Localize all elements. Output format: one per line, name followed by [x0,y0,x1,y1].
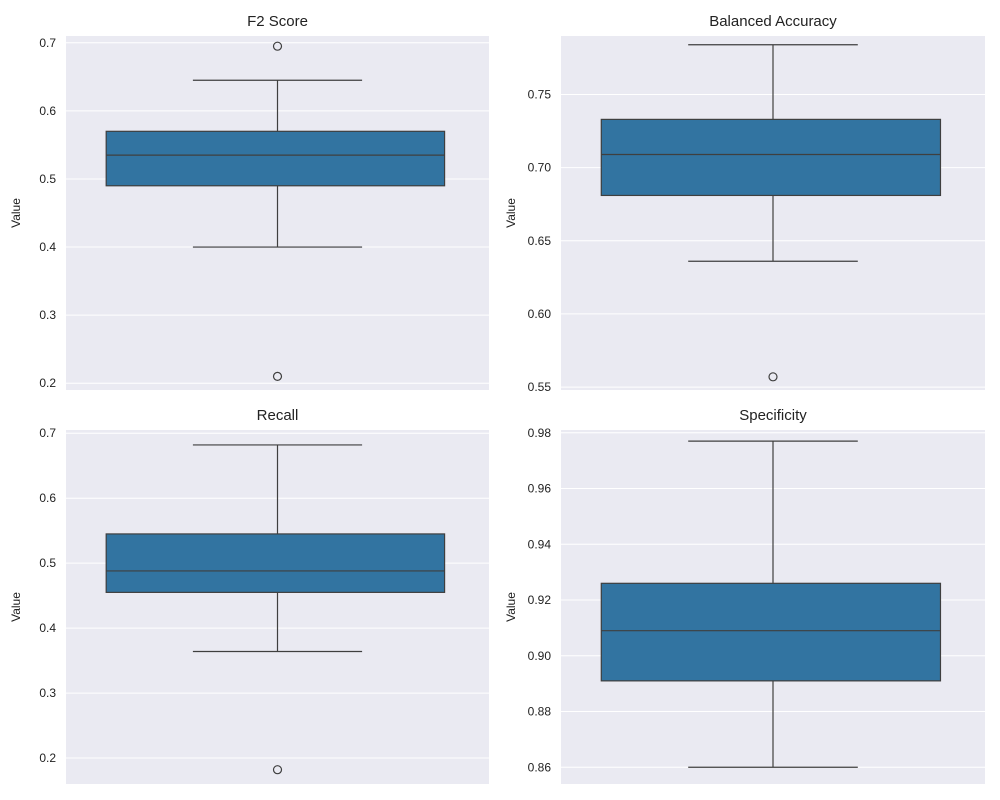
y-tick-label: 0.96 [528,482,552,496]
chart-panel-1: 0.2 0.3 0.4 0.5 0.6 0.7 F2 Score Value [9,13,489,390]
chart-title: Balanced Accuracy [709,13,837,30]
outlier-point [272,765,283,775]
iqr-box [600,118,942,197]
iqr-box [105,533,446,593]
y-tick-label: 0.55 [528,380,552,394]
chart-title: Specificity [739,407,807,424]
y-axis-label: Value [504,198,518,228]
y-tick-label: 0.88 [528,705,552,719]
y-tick-label: 0.3 [39,686,56,700]
y-tick-label: 0.65 [528,234,552,248]
chart-panel-4: 0.86 0.88 0.90 0.92 0.94 0.96 0.98 Specificity V… [504,407,985,784]
y-axis-label: Value [9,198,23,228]
y-tick-label: 0.4 [39,621,56,635]
y-axis-label: Value [9,592,23,622]
y-tick-label: 0.3 [39,308,56,322]
y-tick-label: 0.2 [39,751,56,765]
y-tick-label: 0.7 [39,426,56,440]
outlier-point [272,371,283,381]
y-tick-label: 0.70 [528,161,552,175]
y-tick-label: 0.5 [39,172,56,186]
y-tick-label: 0.2 [39,376,56,390]
y-tick-label: 0.7 [39,36,56,50]
outlier-point [272,41,283,51]
y-tick-label: 0.86 [528,760,552,774]
y-tick-label: 0.92 [528,593,552,607]
chart-title: Recall [257,407,299,424]
y-tick-label: 0.6 [39,491,56,505]
chart-panel-3: 0.2 0.3 0.4 0.5 0.6 0.7 Recall Value [9,407,489,784]
y-tick-label: 0.4 [39,240,56,254]
iqr-box [105,130,446,187]
y-tick-label: 0.60 [528,307,552,321]
y-tick-label: 0.90 [528,649,552,663]
y-tick-label: 0.75 [528,88,552,102]
chart-panel-2: 0.55 0.60 0.65 0.70 0.75 Balanced Accuracy Val… [504,13,985,394]
outlier-point [768,372,778,382]
y-tick-label: 0.5 [39,556,56,570]
y-axis-label: Value [504,592,518,622]
chart-title: F2 Score [247,13,308,30]
y-tick-label: 0.98 [528,426,552,440]
y-tick-label: 0.6 [39,104,56,118]
y-tick-label: 0.94 [528,537,552,551]
iqr-box [600,582,942,682]
